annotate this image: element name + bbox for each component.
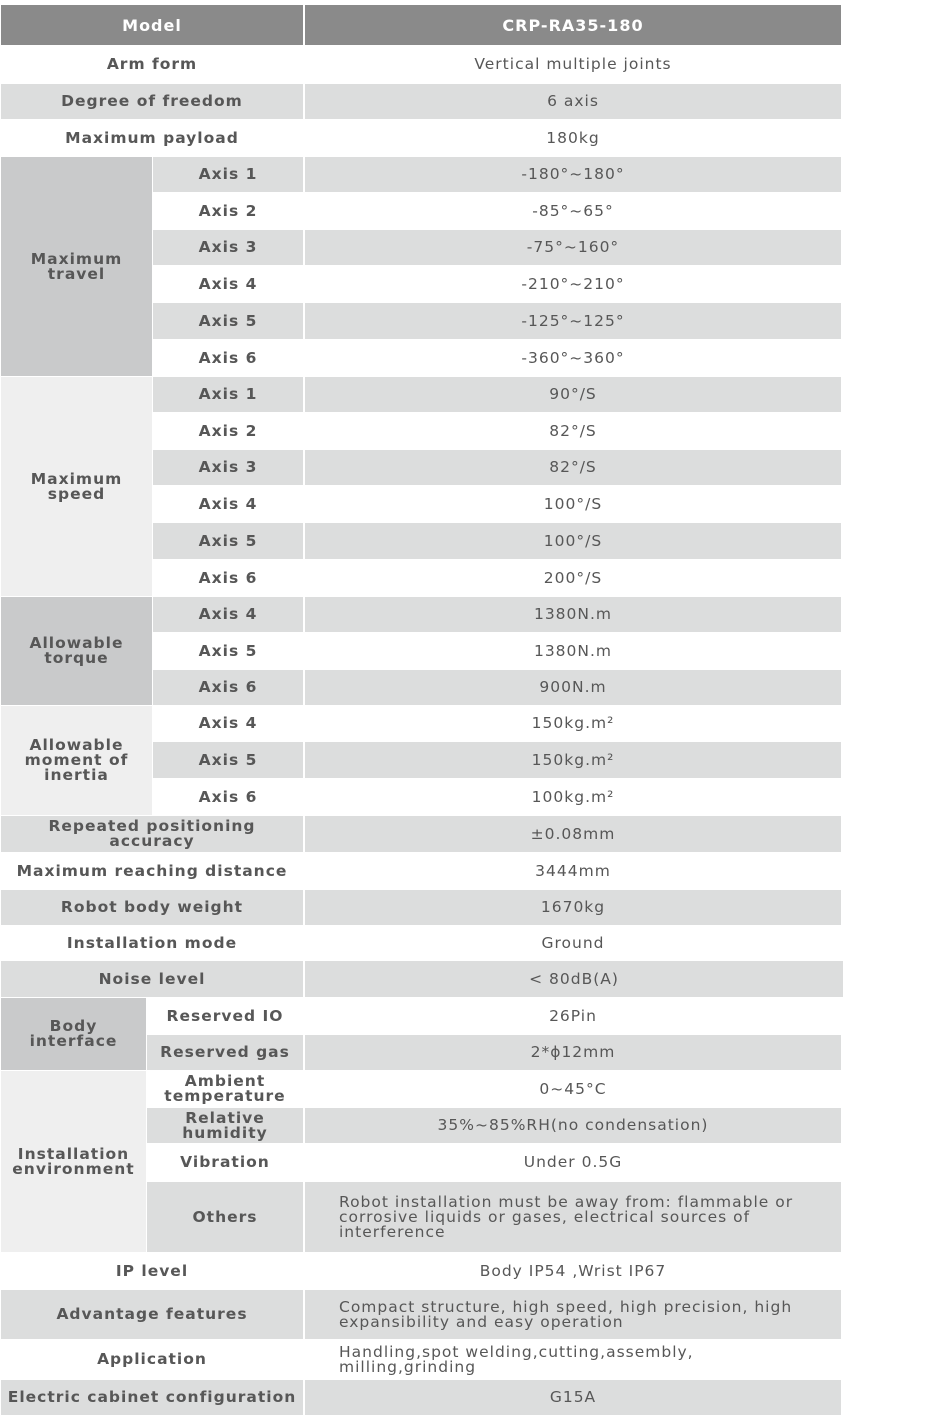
- row-value: Ground: [305, 926, 841, 960]
- row-label: Arm form: [1, 46, 303, 83]
- row-label: Robot body weight: [1, 890, 303, 925]
- row-label: Axis 6: [153, 340, 303, 376]
- row-label: Axis 3: [153, 450, 303, 485]
- row-value: -125°~125°: [305, 303, 841, 339]
- row-value: -360°~360°: [305, 340, 841, 376]
- row-label: Reserved IO: [147, 998, 303, 1034]
- row-value: 35%~85%RH(no condensation): [305, 1108, 841, 1143]
- row-label: Installation mode: [1, 926, 303, 960]
- row-label: Axis 5: [153, 303, 303, 339]
- group-label: Maximum speed: [1, 377, 152, 596]
- group-label: Allowable torque: [1, 597, 152, 705]
- row-label: Axis 5: [153, 742, 303, 778]
- row-label: Application: [1, 1340, 303, 1379]
- row-value: 150kg.m²: [305, 706, 841, 741]
- row-value: ±0.08mm: [305, 816, 841, 852]
- row-value: Vertical multiple joints: [305, 46, 841, 83]
- row-label: Axis 3: [153, 230, 303, 265]
- row-value: 2*ϕ12mm: [305, 1035, 841, 1070]
- row-value: -75°~160°: [305, 230, 841, 265]
- row-value: -85°~65°: [305, 193, 841, 229]
- row-label: Axis 6: [153, 779, 303, 815]
- row-value: < 80dB(A): [305, 961, 843, 997]
- row-value: 82°/S: [305, 450, 841, 485]
- row-value: G15A: [305, 1380, 841, 1415]
- row-value: 90°/S: [305, 377, 841, 412]
- row-value: Under 0.5G: [305, 1144, 841, 1181]
- row-label: Axis 5: [153, 523, 303, 559]
- row-label: Maximum reaching distance: [1, 853, 303, 889]
- row-label: Reserved gas: [147, 1035, 303, 1070]
- row-label: Axis 2: [153, 193, 303, 229]
- row-value: 1670kg: [305, 890, 841, 925]
- row-label: Axis 2: [153, 413, 303, 449]
- row-label: Axis 4: [153, 597, 303, 632]
- row-label: Ambient temperature: [147, 1071, 303, 1107]
- row-label: Axis 6: [153, 560, 303, 596]
- row-label: Axis 4: [153, 486, 303, 522]
- row-label: Vibration: [147, 1144, 303, 1181]
- row-label: Axis 6: [153, 670, 303, 705]
- row-value: 26Pin: [305, 998, 841, 1034]
- row-value: 150kg.m²: [305, 742, 841, 778]
- row-value: 6 axis: [305, 84, 841, 119]
- row-label: Axis 5: [153, 633, 303, 669]
- row-value: 100°/S: [305, 523, 841, 559]
- row-label: Others: [147, 1182, 303, 1252]
- row-value: Handling,spot welding,cutting,assembly, …: [305, 1340, 841, 1379]
- row-label: Relative humidity: [147, 1108, 303, 1143]
- row-value: 0~45°C: [305, 1071, 841, 1107]
- row-value: Compact structure, high speed, high prec…: [305, 1290, 841, 1339]
- group-label: Installation environment: [1, 1071, 146, 1252]
- row-value: Body IP54 ,Wrist IP67: [305, 1253, 841, 1289]
- group-label: Allowable moment of inertia: [1, 706, 152, 815]
- row-label: Axis 1: [153, 157, 303, 192]
- header-model-value: CRP-RA35-180: [305, 5, 841, 45]
- row-value: 180kg: [305, 120, 841, 156]
- row-label: IP level: [1, 1253, 303, 1289]
- row-label: Axis 4: [153, 266, 303, 302]
- row-value: -210°~210°: [305, 266, 841, 302]
- row-value: 1380N.m: [305, 633, 841, 669]
- row-label: Degree of freedom: [1, 84, 303, 119]
- row-label: Noise level: [1, 961, 303, 997]
- row-value: 3444mm: [305, 853, 841, 889]
- row-label: Maximum payload: [1, 120, 303, 156]
- group-label: Body interface: [1, 998, 146, 1070]
- row-label: Axis 1: [153, 377, 303, 412]
- row-value: 1380N.m: [305, 597, 841, 632]
- row-value: 900N.m: [305, 670, 841, 705]
- row-value: 82°/S: [305, 413, 841, 449]
- row-label: Electric cabinet configuration: [1, 1380, 303, 1415]
- row-label: Advantage features: [1, 1290, 303, 1339]
- row-value: -180°~180°: [305, 157, 841, 192]
- group-label: Maximum travel: [1, 157, 152, 376]
- header-model-label: Model: [1, 5, 303, 45]
- row-value: 100kg.m²: [305, 779, 841, 815]
- row-value: 200°/S: [305, 560, 841, 596]
- row-label: Axis 4: [153, 706, 303, 741]
- row-value: Robot installation must be away from: fl…: [305, 1182, 841, 1252]
- row-value: 100°/S: [305, 486, 841, 522]
- row-label: Repeated positioning accuracy: [1, 816, 303, 852]
